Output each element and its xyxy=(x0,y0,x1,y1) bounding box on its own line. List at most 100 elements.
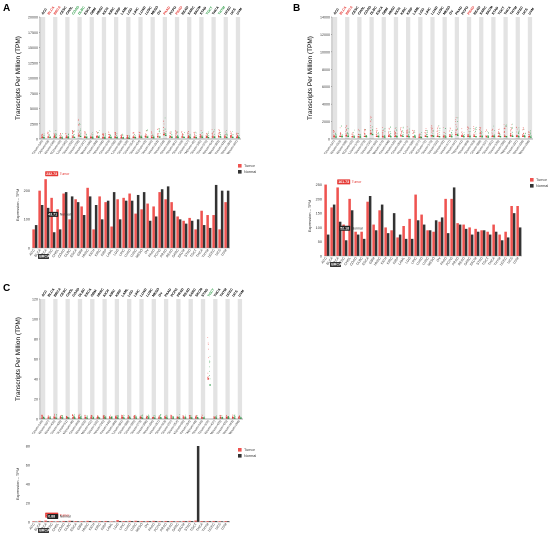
data-point xyxy=(187,133,189,135)
category-stripe xyxy=(77,17,82,139)
data-point xyxy=(92,132,93,134)
category-stripe xyxy=(393,17,399,139)
data-point xyxy=(41,135,42,136)
data-point xyxy=(388,132,389,133)
y-tick-label: 12500 xyxy=(28,61,38,65)
data-point xyxy=(347,134,349,136)
data-point xyxy=(85,414,86,416)
data-point xyxy=(475,129,477,130)
data-point xyxy=(41,134,42,136)
data-point xyxy=(226,415,227,416)
y-tick-label: 10000 xyxy=(28,77,38,81)
category-top-label: HNSC xyxy=(96,288,105,298)
data-point xyxy=(209,378,211,380)
data-point xyxy=(491,130,493,132)
data-point xyxy=(516,127,517,129)
x-tick-label: OV xyxy=(144,522,151,529)
data-point xyxy=(363,133,365,134)
category-stripe xyxy=(235,17,241,139)
x-tick-label: UCS xyxy=(506,256,514,265)
data-point xyxy=(132,136,134,137)
data-point xyxy=(42,134,43,136)
data-point xyxy=(497,132,499,134)
data-point xyxy=(211,133,213,135)
x-tick-label: LUSC xyxy=(129,248,138,258)
data-point xyxy=(473,133,475,135)
x-tick-label: STAD xyxy=(183,248,192,258)
data-point xyxy=(359,130,361,132)
x-tick-label: DLBC xyxy=(63,522,72,532)
data-point xyxy=(239,416,241,418)
tumor-median-box xyxy=(126,137,129,139)
tumor-median-box xyxy=(90,417,93,419)
data-point xyxy=(518,131,520,132)
data-point xyxy=(188,134,189,136)
x-tick-label: ACC xyxy=(320,256,328,265)
data-point xyxy=(90,415,92,416)
y-tick-label: 6000 xyxy=(322,85,330,89)
category-top-label: UVM xyxy=(235,7,243,16)
tumor-bar xyxy=(80,206,83,248)
category-top-label: UCS xyxy=(231,289,239,298)
data-point xyxy=(122,414,124,416)
data-point xyxy=(480,127,481,129)
tumor-bar xyxy=(86,520,89,522)
data-point xyxy=(209,355,211,357)
data-point xyxy=(503,134,505,135)
data-point xyxy=(78,124,80,125)
data-point xyxy=(530,130,531,132)
data-point xyxy=(469,130,471,132)
data-point xyxy=(166,416,168,417)
category-stripe xyxy=(139,299,144,419)
data-point xyxy=(503,124,505,125)
data-point xyxy=(117,416,119,417)
data-point xyxy=(463,134,465,135)
data-point xyxy=(49,135,51,136)
data-point xyxy=(333,134,335,135)
data-point xyxy=(360,134,361,136)
data-point xyxy=(479,128,481,130)
data-point xyxy=(65,136,67,137)
category-top-label: BLCA xyxy=(339,6,348,16)
legend-tumor-swatch xyxy=(238,448,242,452)
tooltip-normal-value: 43.71 xyxy=(48,213,57,217)
tumor-median-box xyxy=(232,417,234,419)
x-tick-label: BLCA xyxy=(325,256,334,266)
data-point xyxy=(439,134,441,135)
normal-median-box xyxy=(225,136,228,139)
tumor-median-box xyxy=(41,136,43,139)
data-point xyxy=(206,133,208,135)
data-point xyxy=(197,416,198,418)
data-point xyxy=(439,127,441,129)
tumor-median-box xyxy=(345,135,348,137)
category-stripe xyxy=(527,17,533,139)
data-point xyxy=(153,416,154,418)
category-top-label: STAD xyxy=(491,6,500,16)
category-top-label: SARC xyxy=(188,288,197,298)
data-point xyxy=(335,134,337,136)
tumor-median-box xyxy=(485,136,488,138)
data-point xyxy=(419,133,421,135)
data-point xyxy=(488,132,489,133)
tumor-median-box xyxy=(102,417,105,419)
data-point xyxy=(109,416,110,418)
data-point xyxy=(475,128,476,130)
category-stripe xyxy=(65,299,70,419)
y-tick-label: 250 xyxy=(316,183,322,187)
data-point xyxy=(394,128,396,129)
data-point xyxy=(370,130,372,132)
data-point xyxy=(376,130,378,132)
data-point xyxy=(98,130,100,132)
data-point xyxy=(432,133,434,134)
tooltip-tumor-box xyxy=(337,179,351,185)
data-point xyxy=(485,131,487,132)
data-point xyxy=(159,135,161,137)
tumor-bar xyxy=(86,187,89,248)
normal-median-box xyxy=(166,417,168,419)
data-point xyxy=(209,360,210,362)
category-top-label: OV xyxy=(448,9,455,16)
category-stripe xyxy=(65,17,70,139)
data-point xyxy=(77,129,79,131)
tooltip-axis-label: BRCA xyxy=(39,529,50,533)
data-point xyxy=(209,370,210,372)
